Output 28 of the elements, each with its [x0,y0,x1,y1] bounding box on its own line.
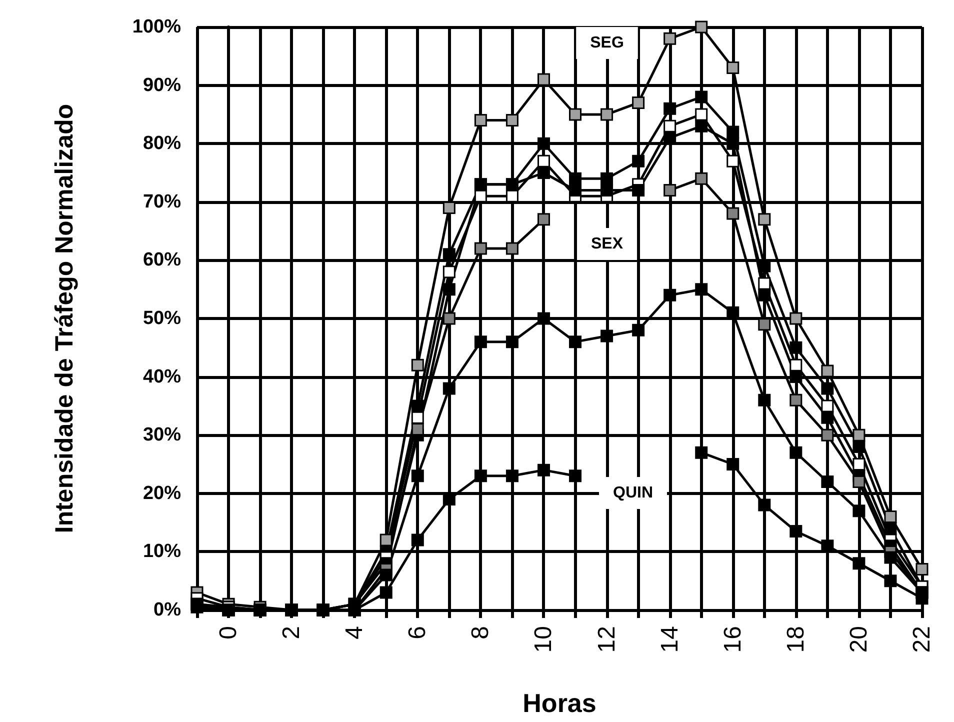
x-tick-label: 4 [341,626,368,640]
annotation: SEX [590,236,624,252]
x-tick-label: 14 [656,626,684,653]
y-tick-label: 0% [154,600,182,620]
y-tick-label: 20% [142,482,182,504]
y-tick-label: 60% [142,250,182,271]
y-tick-label: 30% [142,424,182,446]
y-tick-label: 40% [142,366,182,388]
y-tick-label: 70% [142,191,182,212]
x-tick-label: 8 [467,626,494,640]
x-tick-label: 16 [719,626,746,653]
x-tick-label: 2 [278,626,306,640]
y-tick-label: 100% [132,16,182,38]
x-tick-label: 10 [530,626,558,653]
y-tick-label: 50% [142,308,182,329]
x-tick-label: 12 [593,626,620,653]
x-axis-title: Horas [522,688,596,718]
y-tick-label: 90% [142,74,182,96]
annotation: SEG [590,34,624,52]
x-tick-label: 6 [404,626,432,640]
x-tick-label: 18 [782,626,810,653]
annotation: QUIN [613,484,653,502]
y-tick-label: 80% [142,133,182,154]
x-tick-label: 20 [845,626,872,653]
x-tick-label: 22 [908,626,936,653]
y-axis-title: Intensidade de Tráfego Normalizado [50,104,78,534]
x-tick-label: 0 [215,626,242,640]
y-tick-label: 10% [142,541,182,562]
